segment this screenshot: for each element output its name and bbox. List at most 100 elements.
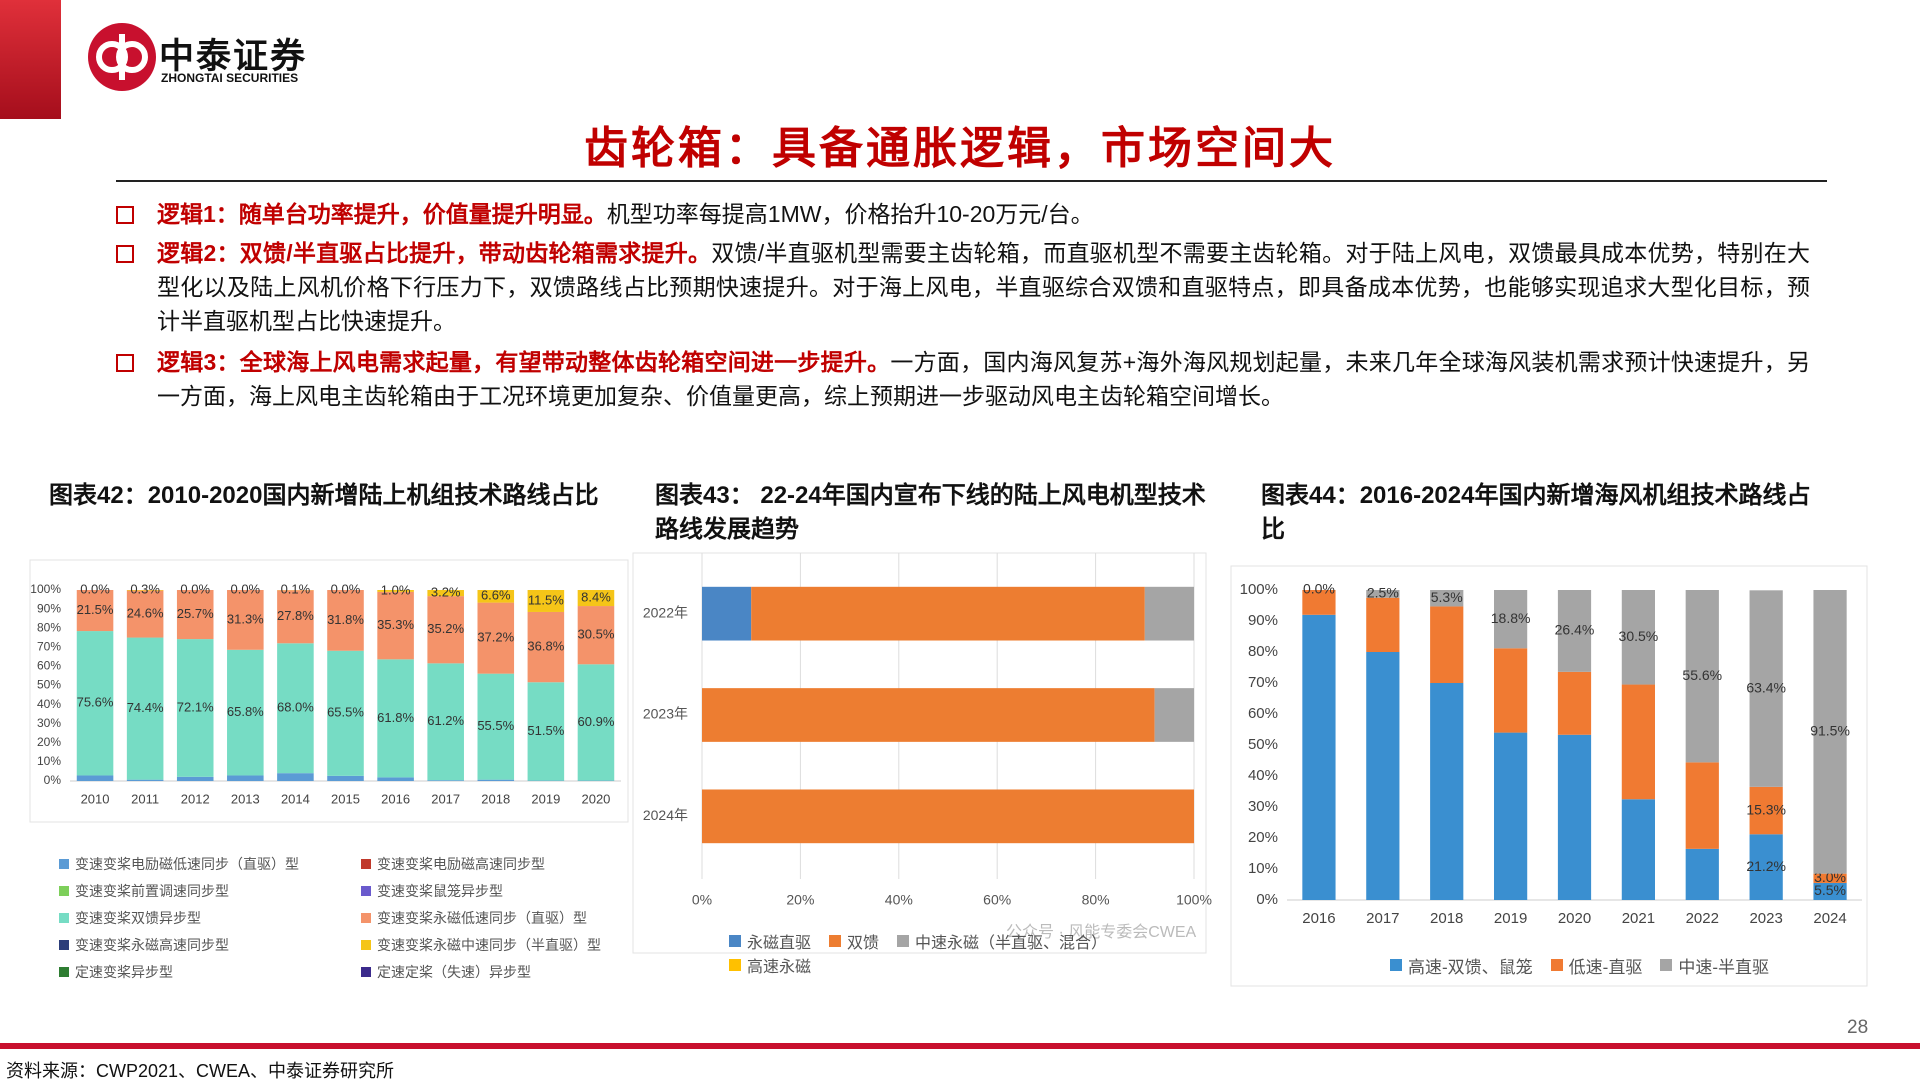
legend-item: 双馈 xyxy=(829,929,879,953)
bar-segment xyxy=(702,587,751,641)
bullet-text: 机型功率每提高1MW，价格抬升10-20万元/台。 xyxy=(607,201,1094,227)
y-tick-label: 60% xyxy=(37,659,61,673)
legend-item: 高速永磁 xyxy=(729,953,811,977)
y-tick-label: 0% xyxy=(44,773,62,787)
legend-item: 变速变桨双馈异步型 xyxy=(59,904,361,931)
x-tick-label: 2013 xyxy=(231,791,260,806)
legend-item: 低速-直驱 xyxy=(1551,953,1643,977)
value-label: 21.5% xyxy=(77,602,114,617)
legend-swatch xyxy=(897,935,909,947)
legend-item: 变速变桨永磁中速同步（半直驱）型 xyxy=(361,931,663,958)
bar-segment xyxy=(1302,615,1335,900)
bar-segment xyxy=(1558,672,1591,735)
value-label: 5.3% xyxy=(1431,589,1463,605)
bullet-lead: 逻辑3：全球海上风电需求起量，有望带动整体齿轮箱空间进一步提升。 xyxy=(157,349,890,375)
y-tick-label: 2023年 xyxy=(643,706,688,722)
legend-item: 中速-半直驱 xyxy=(1660,953,1769,977)
chart-title: 图表42：2010-2020国内新增陆上机组技术路线占比 xyxy=(49,479,624,513)
x-tick-label: 2017 xyxy=(431,791,460,806)
value-label: 91.5% xyxy=(1810,723,1850,739)
bar-segment xyxy=(1366,598,1399,652)
legend-label: 变速变桨永磁中速同步（半直驱）型 xyxy=(377,935,601,955)
y-tick-label: 10% xyxy=(37,754,61,768)
legend: 永磁直驱双馈中速永磁（半直驱、混合）高速永磁 xyxy=(729,929,1209,977)
legend-item: 定速定桨（失速）异步型 xyxy=(361,958,663,985)
legend-label: 双馈 xyxy=(847,929,879,953)
value-label: 55.5% xyxy=(477,718,514,733)
legend-label: 变速变桨电励磁高速同步型 xyxy=(377,854,545,874)
bar-segment xyxy=(1686,762,1719,848)
legend-swatch xyxy=(361,859,371,869)
x-tick-label: 100% xyxy=(1176,892,1212,908)
legend-item: 变速变桨永磁高速同步型 xyxy=(59,931,361,958)
value-label: 0.1% xyxy=(281,582,311,597)
value-label: 61.2% xyxy=(427,713,464,728)
bar-segment xyxy=(177,777,214,781)
legend-label: 变速变桨双馈异步型 xyxy=(75,908,201,928)
legend-item: 变速变桨永磁低速同步（直驱）型 xyxy=(361,904,663,931)
legend: 变速变桨电励磁低速同步（直驱）型变速变桨电励磁高速同步型变速变桨前置调速同步型变… xyxy=(59,850,679,985)
legend-swatch xyxy=(729,935,741,947)
value-label: 8.4% xyxy=(581,589,611,604)
legend-label: 中速-半直驱 xyxy=(1678,953,1769,978)
value-label: 75.6% xyxy=(77,695,114,710)
x-tick-label: 2015 xyxy=(331,791,360,806)
x-tick-label: 2024 xyxy=(1813,910,1846,927)
legend-label: 高速-双馈、鼠笼 xyxy=(1408,953,1533,978)
y-tick-label: 0% xyxy=(1256,891,1278,908)
bar-segment xyxy=(1622,685,1655,800)
value-label: 3.2% xyxy=(431,584,461,599)
value-label: 24.6% xyxy=(127,606,164,621)
value-label: 31.3% xyxy=(227,611,264,626)
value-label: 61.8% xyxy=(377,710,414,725)
legend-label: 高速永磁 xyxy=(747,953,811,977)
x-tick-label: 2019 xyxy=(1494,910,1527,927)
x-tick-label: 2020 xyxy=(581,791,610,806)
legend-swatch xyxy=(1390,959,1402,971)
value-label: 37.2% xyxy=(477,630,514,645)
bar-segment xyxy=(277,773,314,781)
y-tick-label: 2024年 xyxy=(643,807,688,823)
x-tick-label: 2019 xyxy=(531,791,560,806)
legend-swatch xyxy=(361,940,371,950)
bullet: 逻辑3：全球海上风电需求起量，有望带动整体齿轮箱空间进一步提升。一方面，国内海风… xyxy=(157,345,1810,413)
legend-swatch xyxy=(59,886,69,896)
legend-swatch xyxy=(361,886,371,896)
legend-label: 定速变桨异步型 xyxy=(75,962,173,982)
y-tick-label: 40% xyxy=(1248,767,1278,784)
value-label: 74.4% xyxy=(127,700,164,715)
value-label: 0.0% xyxy=(230,581,260,596)
value-label: 36.8% xyxy=(527,639,564,654)
x-tick-label: 20% xyxy=(786,892,814,908)
y-tick-label: 10% xyxy=(1248,860,1278,877)
legend-swatch xyxy=(59,967,69,977)
y-tick-label: 20% xyxy=(37,735,61,749)
value-label: 63.4% xyxy=(1746,679,1786,695)
x-tick-label: 2021 xyxy=(1622,910,1655,927)
x-tick-label: 2011 xyxy=(131,791,159,806)
bar-segment xyxy=(1145,587,1194,641)
value-label: 0.3% xyxy=(130,582,160,597)
x-tick-label: 60% xyxy=(983,892,1011,908)
y-tick-label: 80% xyxy=(37,620,61,634)
y-tick-label: 70% xyxy=(37,639,61,653)
legend-label: 低速-直驱 xyxy=(1569,953,1643,978)
legend-item: 变速变桨鼠笼异步型 xyxy=(361,877,663,904)
legend-label: 变速变桨电励磁低速同步（直驱）型 xyxy=(75,854,299,874)
x-tick-label: 2023 xyxy=(1749,910,1782,927)
legend-item: 中速永磁（半直驱、混合） xyxy=(897,929,1107,953)
bar-segment xyxy=(1622,799,1655,900)
value-label: 27.8% xyxy=(277,608,314,623)
value-label: 25.7% xyxy=(177,606,214,621)
legend-item: 定速变桨异步型 xyxy=(59,958,361,985)
value-label: 0.0% xyxy=(180,581,210,596)
value-label: 65.5% xyxy=(327,705,364,720)
y-tick-label: 90% xyxy=(1248,612,1278,629)
chart-title: 图表43： 22-24年国内宣布下线的陆上风电机型技术路线发展趋势 xyxy=(655,479,1215,547)
bullet: 逻辑2：双馈/半直驱占比提升，带动齿轮箱需求提升。双馈/半直驱机型需要主齿轮箱，… xyxy=(157,236,1810,338)
value-label: 31.8% xyxy=(327,612,364,627)
chart-title: 图表44：2016-2024年国内新增海风机组技术路线占比 xyxy=(1261,479,1821,547)
logo-subtext: ZHONGTAI SECURITIES xyxy=(161,71,298,85)
y-tick-label: 90% xyxy=(37,601,61,615)
legend-label: 变速变桨永磁高速同步型 xyxy=(75,935,229,955)
